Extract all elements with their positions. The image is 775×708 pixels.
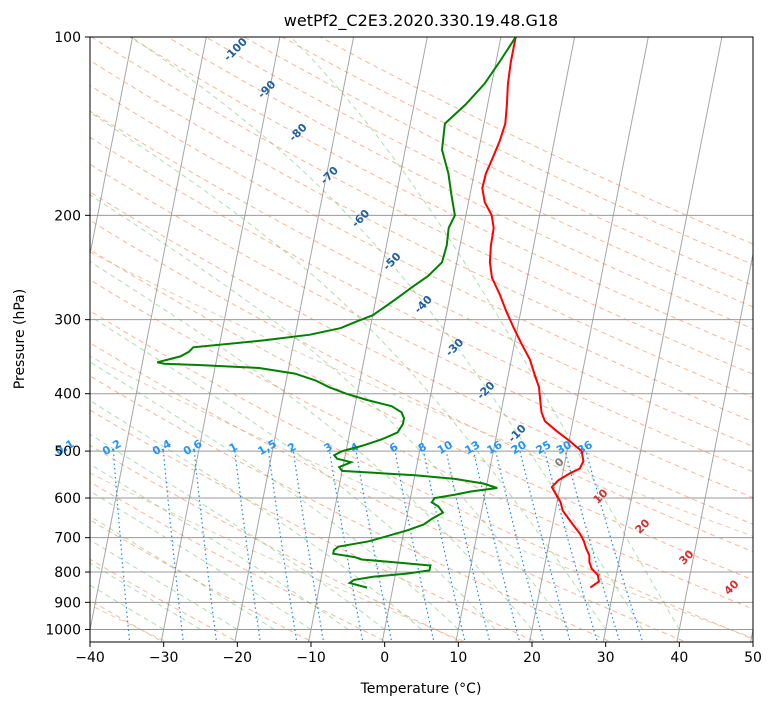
isotherm-line: [750, 627, 753, 642]
isotherm-line: [676, 251, 753, 642]
sounding-profiles: [156, 37, 600, 589]
isotherm-line: [0, 24, 62, 645]
x-tick-label: −20: [223, 650, 253, 666]
chart-title: wetPf2_C2E3.2020.330.19.48.G18: [284, 11, 558, 31]
y-tick-label: 100: [54, 30, 81, 46]
dry-adiabat-line: [90, 342, 688, 642]
x-tick-label: 30: [597, 650, 615, 666]
y-tick-label: 300: [54, 313, 81, 329]
x-tick-label: −30: [149, 650, 179, 666]
mixing-ratio-line: [234, 451, 261, 642]
isotherm-line: [90, 37, 207, 633]
plot-frame: [89, 36, 754, 643]
axes: −40 −30 −20 −10 0 10 20 30 40 50 100 200 300 400 500 60…: [45, 30, 762, 666]
isotherm-line: [529, 37, 649, 642]
dry-adiabat-line: [91, 37, 753, 375]
isotherm-line: [90, 37, 134, 257]
dry-adiabat-line: [90, 59, 753, 399]
moist-adiabat-line: [90, 562, 201, 630]
x-tick-label: 20: [523, 650, 541, 666]
moist-adiabat-line: [90, 361, 459, 630]
isotherm-line: [234, 37, 355, 642]
mixing-ratio-line: [544, 450, 599, 642]
isotherm-line: [308, 37, 428, 642]
dry-adiabat-line: [167, 37, 753, 330]
moist-adiabat-line: [90, 490, 312, 630]
y-tick-label: 200: [54, 208, 81, 224]
y-tick-label: 1000: [45, 622, 81, 638]
dry-adiabat-line: [90, 219, 753, 553]
mixing-ratio-line: [112, 451, 131, 642]
dry-adiabat-line: [90, 110, 753, 447]
isotherm-line: [381, 37, 502, 642]
isotherm-line: [602, 37, 723, 642]
moist-adiabat-line: [90, 260, 533, 630]
adiabat-line: [90, 251, 753, 537]
x-tick-label: −40: [75, 650, 105, 666]
mixing-ratio-line: [519, 450, 571, 642]
moist-adiabat-line: [90, 315, 496, 630]
y-axis-title: Pressure (hPa): [12, 289, 28, 389]
moist-adiabat-line: [290, 37, 680, 630]
adiabat-line: [90, 355, 753, 639]
moist-adiabat-line: [90, 463, 349, 630]
y-tick-label: 800: [54, 565, 81, 581]
y-tick-label: 600: [54, 491, 81, 507]
dry-adiabat-line: [90, 191, 753, 525]
isotherm-line: [160, 37, 281, 642]
x-tick-label: 40: [670, 650, 688, 666]
y-tick-label: 400: [54, 387, 81, 403]
dry-adiabat-line: [243, 37, 753, 287]
mixing-ratio-line: [162, 451, 184, 642]
background-lines: [0, 24, 753, 645]
x-tick-label: 0: [380, 650, 389, 666]
mixing-ratio-line: [67, 451, 80, 644]
moist-adiabat-line: [90, 584, 164, 630]
y-tick-label: 500: [54, 444, 81, 460]
y-tick-label: 700: [54, 531, 81, 547]
x-tick-label: −10: [296, 650, 326, 666]
x-tick-label: 10: [449, 650, 467, 666]
plot-background: [90, 37, 753, 642]
dry-adiabat-line: [90, 163, 753, 499]
x-tick-label: 50: [744, 650, 762, 666]
mixing-ratio-line: [473, 450, 521, 642]
mixing-ratio-line: [564, 450, 621, 642]
mixing-ratio-line: [193, 451, 218, 642]
x-axis-title: Temperature (°C): [360, 681, 482, 697]
mixing-ratio-line: [495, 450, 545, 642]
moist-adiabat-line: [90, 399, 422, 630]
temperature-line: [481, 37, 600, 589]
moist-adiabat-line: [90, 194, 570, 630]
dewpoint-line: [156, 37, 517, 589]
y-tick-label: 900: [54, 595, 81, 611]
